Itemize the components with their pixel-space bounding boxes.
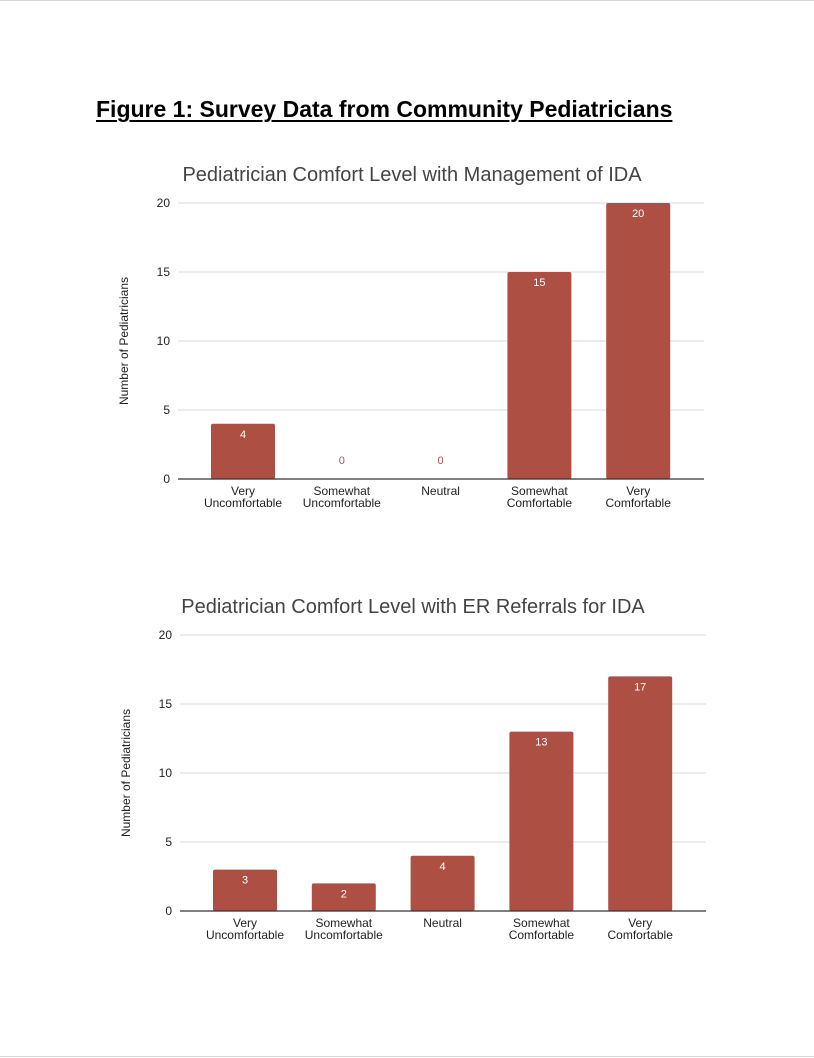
x-tick-label: Very	[628, 916, 652, 930]
bar-value-label: 2	[341, 888, 347, 900]
bar-value-label: 4	[240, 429, 246, 441]
x-tick-label: Neutral	[421, 484, 460, 498]
y-tick-label: 0	[165, 904, 172, 918]
bar-value-label: 17	[634, 681, 646, 693]
x-tick-label: Uncomfortable	[206, 928, 284, 942]
bar-value-label: 20	[632, 208, 644, 220]
x-tick-label: Very	[626, 484, 650, 498]
bar-value-label: 0	[438, 455, 444, 467]
y-tick-label: 20	[157, 196, 171, 210]
bar	[509, 731, 574, 911]
figure-title: Figure 1: Survey Data from Community Ped…	[96, 96, 673, 122]
y-axis-title: Number of Pediatricians	[117, 277, 131, 405]
x-tick-label: Comfortable	[608, 928, 674, 942]
y-tick-label: 15	[157, 265, 171, 279]
bar-value-label: 4	[440, 861, 446, 873]
x-tick-label: Comfortable	[509, 928, 575, 942]
page-bottom-edge	[0, 1056, 814, 1057]
chart-title: Pediatrician Comfort Level with Manageme…	[182, 164, 642, 186]
bar	[410, 855, 475, 911]
page-top-edge	[0, 0, 814, 1]
comfort-management-chart: Pediatrician Comfort Level with Manageme…	[117, 164, 704, 510]
bar	[507, 272, 572, 479]
bar	[608, 676, 673, 911]
bar	[606, 203, 671, 479]
y-tick-label: 10	[157, 334, 171, 348]
x-tick-label: Very	[231, 484, 255, 498]
x-tick-label: Uncomfortable	[303, 496, 381, 510]
y-axis-title: Number of Pediatricians	[119, 709, 133, 837]
bar	[311, 883, 376, 911]
x-tick-label: Somewhat	[511, 484, 568, 498]
bar	[211, 423, 275, 479]
x-tick-label: Uncomfortable	[305, 928, 383, 942]
x-tick-label: Comfortable	[507, 496, 573, 510]
bar-value-label: 0	[339, 455, 345, 467]
y-tick-label: 10	[159, 766, 173, 780]
comfort-er-referrals-chart: Pediatrician Comfort Level with ER Refer…	[119, 596, 706, 942]
bar-value-label: 13	[535, 737, 547, 749]
y-tick-label: 5	[163, 403, 170, 417]
chart-title: Pediatrician Comfort Level with ER Refer…	[181, 596, 645, 618]
y-tick-label: 15	[159, 697, 173, 711]
bar-value-label: 3	[242, 875, 248, 887]
x-tick-label: Somewhat	[313, 484, 370, 498]
x-tick-label: Somewhat	[513, 916, 570, 930]
y-tick-label: 20	[159, 628, 173, 642]
x-tick-label: Somewhat	[315, 916, 372, 930]
x-tick-label: Neutral	[423, 916, 462, 930]
x-tick-label: Very	[233, 916, 257, 930]
y-tick-label: 0	[163, 472, 170, 486]
x-tick-label: Uncomfortable	[204, 496, 282, 510]
bar-value-label: 15	[533, 277, 545, 289]
y-tick-label: 5	[165, 835, 172, 849]
bar	[213, 869, 277, 911]
x-tick-label: Comfortable	[606, 496, 672, 510]
